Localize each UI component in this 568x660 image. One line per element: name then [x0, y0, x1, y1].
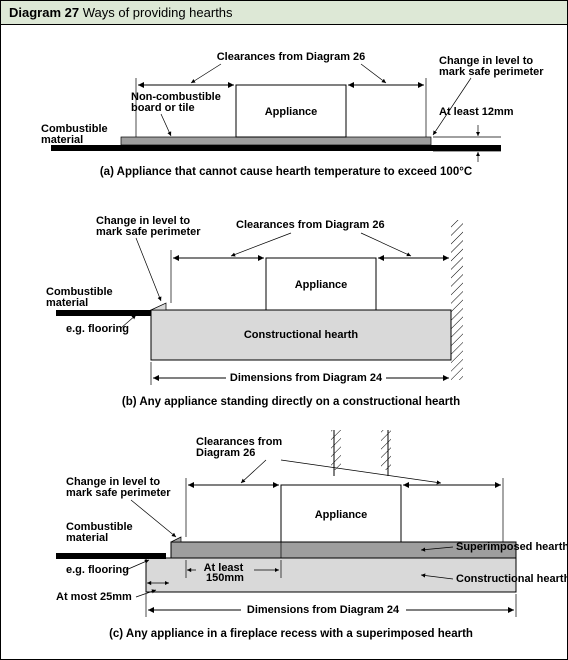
board-layer: [121, 137, 431, 145]
diagram-frame: Diagram 27 Ways of providing hearths App…: [0, 0, 568, 660]
caption-a: (a) Appliance that cannot cause hearth t…: [100, 166, 472, 178]
svg-text:Change in level to mar: Change in level to mark safe perimeter: [96, 215, 201, 238]
svg-text:e.g. flooring: e.g. flooring: [66, 564, 129, 576]
caption-c: (c) Any appliance in a fireplace recess …: [109, 628, 473, 640]
svg-text:Appliance: Appliance: [315, 509, 368, 521]
svg-text:At most 25mm: At most 25mm: [56, 591, 132, 603]
appliance-label: Appliance: [265, 106, 318, 118]
clearances-b: Clearances from Diagram 26: [236, 219, 385, 231]
flooring-b: [56, 310, 151, 316]
panel-a: Appliance Clearances from Diagram 26 Cha…: [41, 51, 544, 178]
wall-hatch: [451, 220, 463, 380]
svg-text:Combustible material: Combustible material: [46, 286, 116, 309]
title-text: Ways of providing hearths: [83, 5, 233, 20]
panel-b: Constructional hearth Appliance Clearanc…: [46, 215, 463, 408]
comb-a: Combustible material: [41, 123, 111, 146]
svg-text:Constructional hearth: Constructional hearth: [456, 573, 567, 585]
svg-text:e.g. flooring: e.g. flooring: [66, 323, 129, 335]
svg-text:Superimposed hearth: Superimposed hearth: [456, 541, 567, 553]
svg-text:At least 150mm: At least 150mm: [204, 562, 247, 584]
caption-b: (b) Any appliance standing directly on a…: [122, 396, 460, 408]
svg-text:Combustible material: Combustible material: [66, 521, 136, 544]
clearances-a: Clearances from Diagram 26: [217, 51, 366, 63]
flooring-c: [56, 553, 166, 559]
change-level-a1: Change in level to mark safe perimeter: [439, 55, 544, 78]
svg-text:Dimensions from Diagram 24: Dimensions from Diagram 24: [247, 604, 400, 616]
diagram-svg: Appliance Clearances from Diagram 26 Cha…: [1, 25, 567, 657]
title-bar: Diagram 27 Ways of providing hearths: [1, 1, 567, 25]
svg-text:Dimensions from Diagram 24: Dimensions from Diagram 24: [230, 372, 383, 384]
title-prefix: Diagram 27: [9, 5, 79, 20]
panel-c: Appliance Clearances from Diagram 26 Cha…: [56, 430, 567, 640]
noncomb-label: Non-combustible board or tile: [131, 91, 224, 114]
combustible-layer: [51, 145, 501, 151]
svg-text:Change in level to mar: Change in level to mark safe perimeter: [66, 476, 171, 499]
svg-text:Clearances from Diagra: Clearances from Diagram 26: [196, 436, 285, 459]
atleast-12: At least 12mm: [439, 106, 514, 118]
const-hearth-label: Constructional hearth: [244, 329, 359, 341]
svg-text:Appliance: Appliance: [295, 279, 348, 291]
